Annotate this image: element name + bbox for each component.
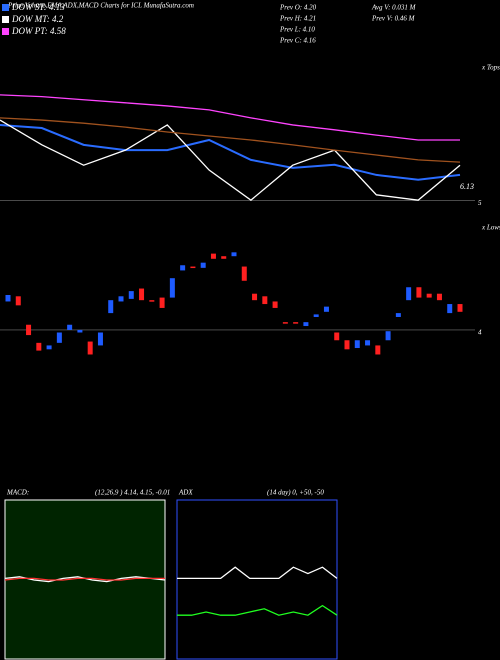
candle-body [354, 340, 360, 349]
legend-label: DOW ST: 4.13 [11, 2, 65, 12]
series-line [4, 577, 165, 581]
candle-body [426, 293, 432, 298]
candle-body [323, 306, 329, 312]
candle-body [15, 296, 21, 306]
legend-swatch [2, 4, 9, 11]
page-title: Price,Volume,EMA,ADX,MACD Charts for ICL… [7, 2, 194, 10]
panel-subtitle: (12,26,9 ) 4.14, 4.15, -0.01 [95, 489, 170, 497]
series-line [177, 566, 338, 580]
legend-swatch [2, 28, 9, 35]
series-line [0, 117, 461, 163]
candle-body [67, 324, 73, 330]
panel-subtitle: (14 day) 0, +50, -50 [267, 489, 324, 497]
candle-body [5, 295, 11, 302]
candle-body [190, 266, 196, 269]
candle-body [272, 301, 278, 308]
candle-body [139, 288, 145, 301]
candle-body [56, 332, 62, 343]
candle-body [118, 296, 124, 302]
legend-label: DOW PT: 4.58 [11, 26, 66, 36]
candle-body [416, 287, 422, 298]
candle-body [252, 293, 258, 301]
candle-body [128, 291, 134, 299]
candle-body [334, 332, 340, 341]
candle-body [241, 266, 247, 281]
candle-body [282, 322, 288, 324]
panel-title: MACD: [6, 489, 29, 497]
candle-body [231, 252, 237, 257]
candle-body [436, 293, 442, 301]
candle-body [180, 265, 186, 271]
price-label: 6.13 [460, 182, 474, 191]
candle-body [87, 341, 93, 355]
candle-body [36, 342, 42, 351]
candle-body [200, 262, 206, 268]
candle-body [26, 324, 32, 336]
candle-body [77, 329, 83, 333]
volume-info: Prev V: 0.46 M [371, 15, 416, 23]
candle-body [406, 287, 412, 301]
panel [176, 499, 338, 660]
candle-body [365, 340, 371, 346]
candle-body [313, 314, 319, 317]
panel-title: ADX [178, 489, 193, 497]
legend-label: DOW MT: 4.2 [11, 14, 64, 24]
info: Prev C: 4.16 [279, 37, 316, 45]
y-tick-label: 4 [478, 329, 482, 337]
candle-body [97, 332, 103, 346]
candle-body [344, 340, 350, 350]
volume-info: Avg V: 0.031 M [371, 4, 417, 12]
candle-body [221, 256, 227, 259]
candle-body [159, 297, 165, 308]
candle-body [447, 304, 453, 314]
tops-label: x Tops [481, 64, 500, 72]
legend-swatch [2, 16, 9, 23]
candle-body [149, 300, 155, 302]
candle-body [46, 345, 52, 350]
series-line [0, 94, 460, 141]
candle-body [210, 253, 216, 259]
candle-body [293, 322, 299, 324]
info: Prev L: 4.10 [279, 26, 315, 34]
candle-body [457, 304, 463, 312]
lows-label: x Lows [481, 224, 500, 232]
candle-body [303, 322, 309, 327]
candle-body [395, 313, 401, 317]
candle-body [385, 331, 391, 341]
series-line [0, 119, 461, 201]
series-line [177, 604, 338, 616]
candle-body [262, 296, 268, 305]
candle-body [169, 278, 175, 298]
y-tick-label: 5 [478, 199, 482, 207]
candle-body [375, 345, 381, 355]
candle-body [108, 300, 114, 314]
info: Prev H: 4.21 [279, 15, 316, 23]
info: Prev O: 4.20 [279, 4, 317, 12]
series-line [0, 123, 461, 181]
